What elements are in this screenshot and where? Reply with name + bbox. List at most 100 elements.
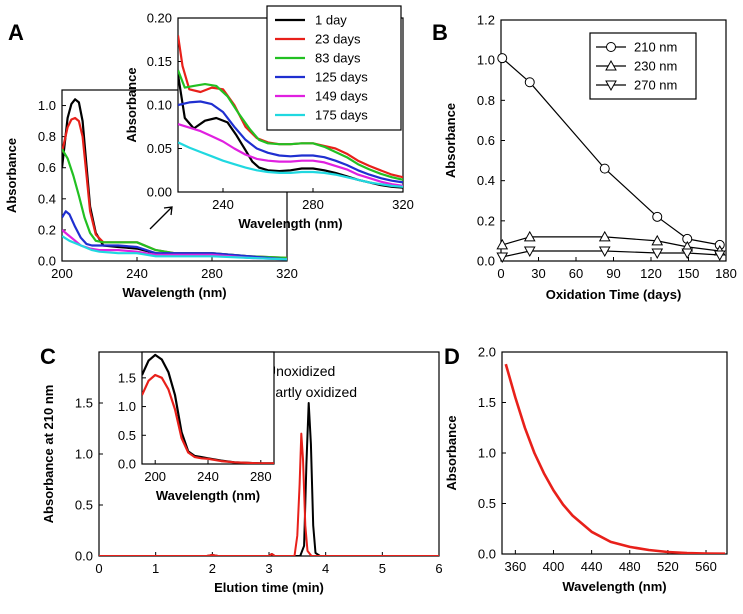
panel-b-legend-label: 210 nm xyxy=(634,40,677,55)
panel-a-legend-label: 1 day xyxy=(315,13,347,28)
panel-b-x-tick-label: 90 xyxy=(606,266,620,281)
panel-b-y-tick-label: 0.6 xyxy=(477,133,495,148)
panel-a-y-tick-label: 0.0 xyxy=(38,254,56,269)
panel-b-legend-label: 230 nm xyxy=(634,59,677,74)
panel-d-x-tick-label: 440 xyxy=(581,559,603,574)
panel-b-chart: 0 30 60 90 120 150 180 0.0 0.2 0.4 0.6 0.8 1.0 1.2 Oxi… xyxy=(443,13,737,303)
panel-c-inset-chart: 200 240 280 0.0 0.5 1.0 1.5 Wavelength (nm) xyxy=(118,351,275,503)
panel-b-point-210-nm xyxy=(599,163,610,174)
panel-b-point-210-nm xyxy=(497,53,508,64)
panel-b-point-270-nm xyxy=(523,246,536,257)
panel-a-inset-y-tick-label: 0.00 xyxy=(147,185,172,200)
panel-b-legend-label: 270 nm xyxy=(634,78,677,93)
panel-c-inset-series-partly-oxidized xyxy=(142,373,274,464)
panel-a-inset-x-tick-label: 320 xyxy=(392,197,414,212)
panel-a-legend-label: 125 days xyxy=(315,70,368,85)
panel-b-x-tick-label: 60 xyxy=(569,266,583,281)
panel-c-x-tick-label: 1 xyxy=(152,561,159,576)
panel-b-point-270-nm xyxy=(651,248,664,259)
panel-b-x-tick-label: 30 xyxy=(531,266,545,281)
panel-c-x-tick-label: 5 xyxy=(379,561,386,576)
panel-d-x-tick-label: 480 xyxy=(619,559,641,574)
panel-a-series-175-days xyxy=(62,235,287,261)
panel-label-b: B xyxy=(432,20,448,45)
panel-c-inset-y-tick-label: 1.0 xyxy=(118,399,136,414)
panel-b-x-axis-title: Oxidation Time (days) xyxy=(546,287,682,302)
panel-b-x-tick-label: 120 xyxy=(640,266,662,281)
panel-b-series-230-nm xyxy=(502,236,720,252)
panel-a-x-tick-label: 320 xyxy=(276,266,298,281)
panel-d-chart: 360 400 440 480 520 560 0.0 0.5 1.0 1.5 2.0 Wavelen… xyxy=(444,345,728,594)
panel-b-point-270-nm xyxy=(598,246,611,257)
panel-c-x-tick-label: 3 xyxy=(265,561,272,576)
panel-b-point-230-nm xyxy=(598,230,611,242)
panel-c-x-tick-label: 2 xyxy=(209,561,216,576)
panel-b-point-230-nm xyxy=(651,234,664,246)
panel-a-inset-series-175-days xyxy=(178,141,403,188)
panel-b-y-tick-label: 0.2 xyxy=(477,213,495,228)
panel-b-y-tick-label: 1.0 xyxy=(477,53,495,68)
panel-c-inset-x-tick-label: 240 xyxy=(197,469,219,484)
panel-a-series-125-days xyxy=(62,210,287,261)
panel-d-x-tick-label: 560 xyxy=(695,559,717,574)
panel-c-inset-x-axis-title: Wavelength (nm) xyxy=(156,488,260,503)
panel-b-x-tick-label: 0 xyxy=(497,266,504,281)
panel-a-legend-box xyxy=(266,5,402,131)
panel-a-inset-x-tick-label: 240 xyxy=(212,197,234,212)
panel-c-x-axis-title: Elution time (min) xyxy=(214,580,324,595)
panel-c-inset-plot-frame xyxy=(141,351,275,465)
panel-d-y-axis-title: Absorbance xyxy=(444,415,459,490)
panel-b-x-tick-label: 180 xyxy=(715,266,737,281)
panel-a-y-axis-title: Absorbance xyxy=(4,138,19,213)
panel-c-inset-x-tick-label: 200 xyxy=(144,469,166,484)
panel-b-point-270-nm xyxy=(713,250,726,262)
panel-label-a: A xyxy=(8,20,24,45)
panel-a-y-tick-label: 0.6 xyxy=(38,160,56,175)
panel-c-y-axis-title: Absorbance at 210 nm xyxy=(41,385,56,524)
panel-c-x-tick-label: 4 xyxy=(322,561,329,576)
panel-a-inset-y-tick-label: 0.15 xyxy=(147,54,172,69)
panel-b-series-270-nm xyxy=(502,250,720,258)
panel-b-point-270-nm xyxy=(681,248,694,259)
panel-a-inset-y-tick-label: 0.10 xyxy=(147,98,172,113)
panel-a-legend: 1 day 23 days 83 days 125 days 149 days 175 d… xyxy=(266,5,402,131)
panel-c-y-tick-label: 0.0 xyxy=(75,549,93,564)
panel-d-x-axis-title: Wavelength (nm) xyxy=(562,579,666,594)
panel-a-inset-y-tick-label: 0.05 xyxy=(147,141,172,156)
panel-d-y-tick-label: 0.0 xyxy=(478,547,496,562)
panel-a-inset-series-149-days xyxy=(178,123,403,187)
panel-a-chart: 200 240 280 320 0.0 0.2 0.4 0.6 0.8 1.0 Wavelength… xyxy=(4,89,298,300)
panel-a-inset-x-tick-label: 280 xyxy=(302,197,324,212)
panel-d-y-tick-label: 1.0 xyxy=(478,446,496,461)
panel-a-inset-x-axis-title: Wavelength (nm) xyxy=(238,216,342,231)
panel-b-y-tick-label: 0.0 xyxy=(477,254,495,269)
panel-d-y-tick-label: 1.5 xyxy=(478,395,496,410)
panel-a-y-tick-label: 0.2 xyxy=(38,222,56,237)
panel-c-inset-x-tick-label: 280 xyxy=(250,469,272,484)
panel-b-legend-marker xyxy=(606,42,616,52)
panel-c-chart: 0 1 2 3 4 5 6 0.0 0.5 1.0 1.5 Elution time (min) Abs… xyxy=(41,351,443,595)
panel-d-x-tick-label: 520 xyxy=(657,559,679,574)
panel-label-c: C xyxy=(40,344,56,369)
panel-d-series-absorbance xyxy=(504,363,726,554)
panel-a-legend-label: 175 days xyxy=(315,108,368,123)
panel-a-inset-series-83-days xyxy=(178,69,403,181)
panel-c-y-tick-label: 1.5 xyxy=(75,396,93,411)
panel-c-x-tick-label: 0 xyxy=(95,561,102,576)
inset-pointer-arrow xyxy=(149,206,173,230)
panel-c-series-partly-oxidized xyxy=(99,432,439,556)
panel-b-y-tick-label: 0.4 xyxy=(477,173,495,188)
panel-label-d: D xyxy=(444,344,460,369)
panel-c-inset-y-tick-label: 0.5 xyxy=(118,428,136,443)
panel-b-point-210-nm xyxy=(524,77,535,88)
panel-d-y-tick-label: 0.5 xyxy=(478,496,496,511)
panel-a-y-tick-label: 0.4 xyxy=(38,191,56,206)
panel-a-x-tick-label: 240 xyxy=(126,266,148,281)
panel-a-inset-y-tick-label: 0.20 xyxy=(147,11,172,26)
panel-a-inset-y-axis-title: Absorbance xyxy=(124,67,139,142)
panel-b-point-230-nm xyxy=(496,238,509,250)
panel-a-series-149-days xyxy=(62,229,287,261)
panel-c-legend-label: Partly oxidized xyxy=(266,384,357,400)
panel-a-legend-label: 149 days xyxy=(315,89,368,104)
panel-b-x-tick-label: 150 xyxy=(678,266,700,281)
